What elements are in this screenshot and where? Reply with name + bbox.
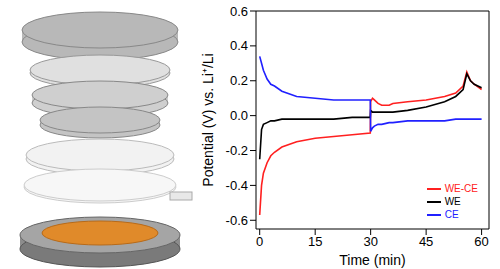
svg-text:0: 0 (256, 234, 263, 249)
svg-text:Potential (V) vs. Li⁺/Li: Potential (V) vs. Li⁺/Li (200, 53, 216, 186)
svg-text:15: 15 (308, 234, 322, 249)
html-text:CE: CE (444, 209, 459, 220)
svg-text:Time (min): Time (min) (339, 252, 405, 268)
svg-text:0.2: 0.2 (230, 73, 248, 88)
svg-text:-0.6: -0.6 (226, 213, 248, 228)
svg-text:0.4: 0.4 (230, 38, 248, 53)
html-text:WE: WE (444, 196, 461, 207)
svg-text:0.6: 0.6 (230, 4, 248, 19)
svg-text:45: 45 (419, 234, 433, 249)
svg-text:-0.2: -0.2 (226, 143, 248, 158)
svg-text:60: 60 (474, 234, 488, 249)
svg-text:0.0: 0.0 (230, 108, 248, 123)
svg-text:-0.4: -0.4 (226, 178, 248, 193)
svg-text:30: 30 (363, 234, 377, 249)
html-text:WE-CE: WE-CE (444, 183, 478, 194)
